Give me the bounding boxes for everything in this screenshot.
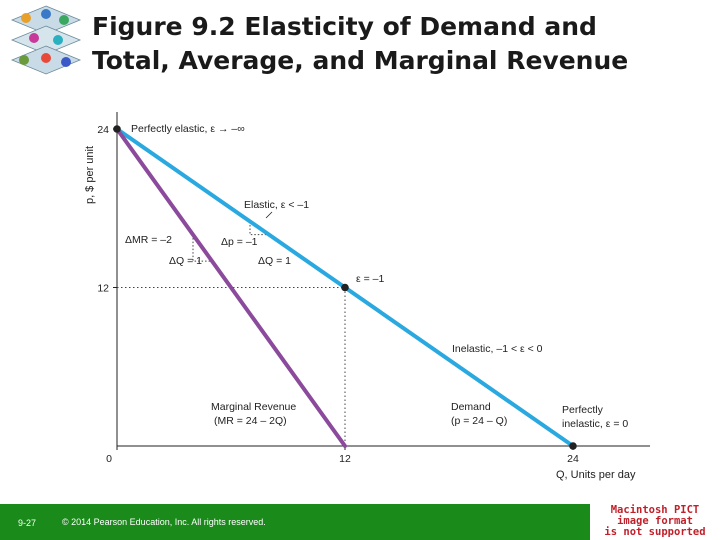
logo-cubes-icon [10,5,82,75]
x-tick-label: 24 [567,453,579,465]
data-point [341,283,349,292]
y-axis-label: p, $ per unit [84,146,96,204]
annotation-delta-mr: ΔMR = –2 [125,234,172,246]
annotation-demand-name: Demand [451,401,491,413]
annotation-delta-q-mr: ΔQ = 1 [169,255,202,267]
annotation-unit-elastic: ε = –1 [356,273,384,285]
x-tick-label: 12 [339,453,351,465]
slide-title-line-2: Total, Average, and Marginal Revenue [92,46,629,75]
demand-delta-step [249,221,269,236]
annotation-perfectly-inelastic-2: inelastic, ε = 0 [562,418,628,430]
y-tick-label: 12 [97,283,109,295]
marginal-revenue-line [115,127,347,448]
slide-number: 9-27 [18,518,37,528]
annotation-mr-equation: (MR = 24 – 2Q) [214,415,287,427]
x-axis-label: Q, Units per day [556,469,636,481]
annotation-elastic-leader [265,211,273,219]
annotation-delta-p: Δp = –1 [221,236,258,248]
annotation-perfectly-inelastic-1: Perfectly [562,404,604,416]
y-tick-label: 24 [97,124,109,136]
mr-delta-step [192,234,212,262]
data-point [569,442,577,450]
annotation-delta-q-demand: ΔQ = 1 [258,255,291,267]
chart-axes: 0 12 24 12 24 Q, Units per day p, $ per unit [84,112,650,481]
pict-notice-line-2: image format [617,515,693,527]
copyright-notice: © 2014 Pearson Education, Inc. All right… [62,517,266,527]
annotation-mr-name: Marginal Revenue [211,401,296,413]
chart-guides [117,221,346,446]
pict-notice-line-3: is not supported [604,526,706,538]
slide-title-line-1: Figure 9.2 Elasticity of Demand and [92,12,597,41]
elasticity-chart: 0 12 24 12 24 Q, Units per day p, $ per unit P… [84,112,650,481]
slide-title: Figure 9.2 Elasticity of Demand and Tota… [92,10,712,78]
chart-points [113,125,577,450]
annotation-elastic: Elastic, ε < –1 [244,199,309,211]
annotation-perfectly-elastic: Perfectly elastic, ε → –∞ [131,123,245,135]
x-tick-label: 0 [106,453,112,465]
annotation-demand-equation: (p = 24 – Q) [451,415,507,427]
pict-unsupported-notice: Macintosh PICT image format is not suppo… [590,504,720,540]
data-point [113,125,121,133]
pict-notice-line-1: Macintosh PICT [610,504,700,516]
chart-labels: Perfectly elastic, ε → –∞ Elastic, ε < –1… [125,123,628,430]
annotation-inelastic: Inelastic, –1 < ε < 0 [452,343,543,355]
